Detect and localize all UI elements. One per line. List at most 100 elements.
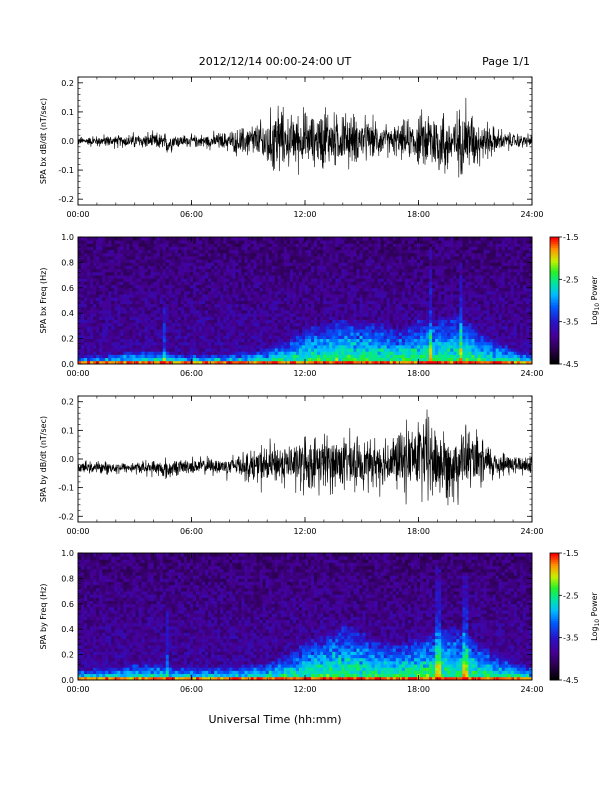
heatmap-cell xyxy=(438,268,442,273)
heatmap-cell xyxy=(105,259,109,263)
heatmap-cell xyxy=(283,338,288,343)
heatmap-cell xyxy=(165,338,170,343)
heatmap-cell xyxy=(332,246,336,251)
heatmap-cell xyxy=(383,265,388,270)
heatmap-cell xyxy=(338,316,342,320)
heatmap-cell xyxy=(271,341,276,346)
heatmap-cell xyxy=(226,300,230,305)
heatmap-cell xyxy=(174,341,179,346)
heatmap-cell xyxy=(105,357,109,362)
heatmap-cell xyxy=(356,246,360,251)
heatmap-cell xyxy=(308,265,312,270)
heatmap-cell xyxy=(217,300,221,305)
heatmap-cell xyxy=(416,303,421,308)
heatmap-cell xyxy=(308,287,312,292)
heatmap-cell xyxy=(323,351,327,355)
heatmap-cell xyxy=(217,262,221,266)
heatmap-cell xyxy=(356,335,360,339)
heatmap-cell xyxy=(423,297,427,301)
heatmap-cell xyxy=(407,240,412,244)
heatmap-cell xyxy=(193,357,197,362)
heatmap-cell xyxy=(432,281,436,286)
heatmap-cell xyxy=(84,360,88,365)
heatmap-cell xyxy=(274,271,279,276)
heatmap-cell xyxy=(250,360,254,365)
heatmap-cell xyxy=(96,322,100,327)
heatmap-cell xyxy=(323,316,327,320)
heatmap-cell xyxy=(301,360,306,365)
heatmap-cell xyxy=(205,240,209,244)
heatmap-cell xyxy=(208,243,212,247)
heatmap-cell xyxy=(238,329,242,333)
heatmap-cell xyxy=(196,281,200,286)
heatmap-cell xyxy=(138,303,142,308)
heatmap-cell xyxy=(217,284,221,289)
heatmap-cell xyxy=(196,243,200,247)
heatmap-cell xyxy=(117,357,121,362)
heatmap-cell xyxy=(138,316,142,320)
heatmap-cell xyxy=(220,357,224,362)
heatmap-cell xyxy=(271,249,276,254)
heatmap-cell xyxy=(314,300,318,305)
heatmap-cell xyxy=(389,322,394,327)
heatmap-cell xyxy=(81,300,85,305)
heatmap-cell xyxy=(126,237,130,241)
heatmap-cell xyxy=(444,332,448,336)
heatmap-cell xyxy=(159,335,164,339)
heatmap-cell xyxy=(311,237,315,241)
heatmap-cell xyxy=(81,281,85,286)
heatmap-cell xyxy=(141,313,145,317)
heatmap-cell xyxy=(410,297,415,301)
heatmap-cell xyxy=(135,297,139,301)
heatmap-cell xyxy=(341,278,345,282)
heatmap-cell xyxy=(426,310,430,314)
heatmap-cell xyxy=(165,332,170,336)
heatmap-cell xyxy=(156,335,161,339)
heatmap-cell xyxy=(389,306,394,311)
heatmap-cell xyxy=(362,294,366,298)
heatmap-cell xyxy=(356,271,360,276)
heatmap-cell xyxy=(186,306,191,311)
heatmap-cell xyxy=(220,284,224,289)
heatmap-cell xyxy=(96,284,100,289)
heatmap-cell xyxy=(168,351,173,355)
heatmap-cell xyxy=(96,310,100,314)
heatmap-cell xyxy=(416,271,421,276)
heatmap-cell xyxy=(353,306,357,311)
heatmap-cell xyxy=(84,344,88,349)
heatmap-cell xyxy=(99,240,103,244)
heatmap-cell xyxy=(271,297,276,301)
heatmap-cell xyxy=(298,354,303,359)
heatmap-cell xyxy=(87,322,91,327)
heatmap-cell xyxy=(410,338,415,343)
heatmap-cell xyxy=(383,319,388,324)
heatmap-cell xyxy=(386,275,391,279)
heatmap-cell xyxy=(193,313,197,317)
heatmap-cell xyxy=(120,262,124,266)
heatmap-cell xyxy=(135,303,139,308)
heatmap-cell xyxy=(359,259,363,263)
heatmap-cell xyxy=(144,332,149,336)
heatmap-cell xyxy=(150,256,155,260)
heatmap-cell xyxy=(420,351,424,355)
heatmap-cell xyxy=(295,262,300,266)
heatmap-cell xyxy=(93,300,97,305)
heatmap-cell xyxy=(359,348,363,352)
heatmap-cell xyxy=(441,240,445,244)
heatmap-cell xyxy=(247,310,251,314)
heatmap-cell xyxy=(277,278,282,282)
heatmap-cell xyxy=(96,300,100,305)
heatmap-cell xyxy=(374,322,379,327)
heatmap-cell xyxy=(311,290,315,295)
heatmap-cell xyxy=(138,335,142,339)
heatmap-cell xyxy=(292,256,297,260)
heatmap-cell xyxy=(377,306,382,311)
heatmap-cell xyxy=(238,294,242,298)
heatmap-cell xyxy=(117,335,121,339)
heatmap-cell xyxy=(123,335,127,339)
heatmap-cell xyxy=(426,243,430,247)
heatmap-cell xyxy=(311,325,315,330)
heatmap-cell xyxy=(268,243,273,247)
heatmap-cell xyxy=(165,351,170,355)
heatmap-cell xyxy=(435,319,439,324)
